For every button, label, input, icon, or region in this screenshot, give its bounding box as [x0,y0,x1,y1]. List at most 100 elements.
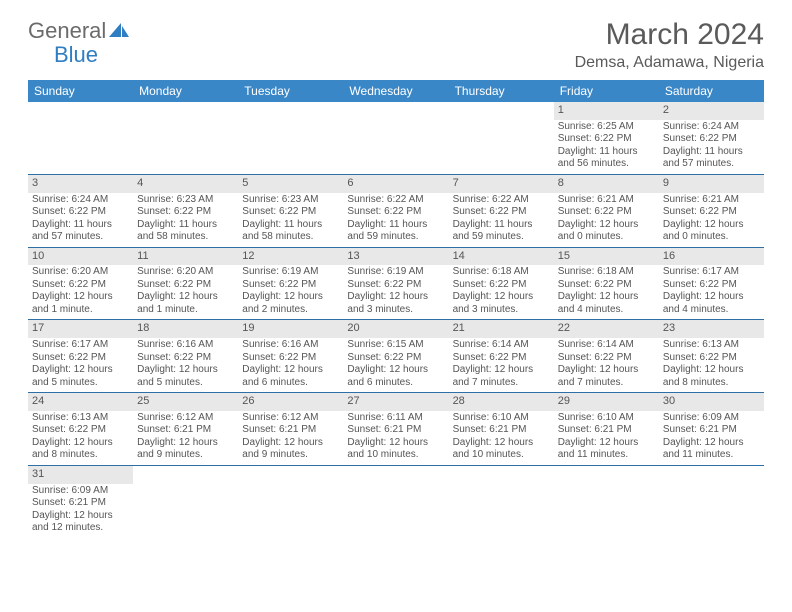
day-cell [343,465,448,537]
day-body: Sunrise: 6:13 AMSunset: 6:22 PMDaylight:… [28,411,133,465]
sunset-text: Sunset: 6:22 PM [347,352,444,365]
day-cell [659,465,764,537]
sunset-text: Sunset: 6:22 PM [347,279,444,292]
sunset-text: Sunset: 6:22 PM [453,206,550,219]
sunset-text: Sunset: 6:22 PM [453,352,550,365]
weekday-header: Saturday [659,80,764,102]
daylight-text: Daylight: 12 hours and 4 minutes. [663,291,760,316]
daylight-text: Daylight: 12 hours and 9 minutes. [137,437,234,462]
day-body: Sunrise: 6:25 AMSunset: 6:22 PMDaylight:… [554,120,659,174]
day-cell [133,465,238,537]
sunset-text: Sunset: 6:22 PM [137,279,234,292]
day-number: 24 [28,393,133,411]
day-cell: 19Sunrise: 6:16 AMSunset: 6:22 PMDayligh… [238,320,343,393]
daylight-text: Daylight: 12 hours and 9 minutes. [242,437,339,462]
daylight-text: Daylight: 12 hours and 1 minute. [137,291,234,316]
day-cell: 14Sunrise: 6:18 AMSunset: 6:22 PMDayligh… [449,247,554,320]
logo-text-1: General [28,18,106,44]
weekday-header: Monday [133,80,238,102]
sunrise-text: Sunrise: 6:13 AM [663,339,760,352]
sunrise-text: Sunrise: 6:22 AM [453,194,550,207]
day-body: Sunrise: 6:09 AMSunset: 6:21 PMDaylight:… [28,484,133,538]
day-body: Sunrise: 6:19 AMSunset: 6:22 PMDaylight:… [238,265,343,319]
logo-text-2: Blue [54,42,98,68]
day-cell: 24Sunrise: 6:13 AMSunset: 6:22 PMDayligh… [28,393,133,466]
day-number: 4 [133,175,238,193]
daylight-text: Daylight: 12 hours and 8 minutes. [32,437,129,462]
sunset-text: Sunset: 6:22 PM [558,352,655,365]
sunset-text: Sunset: 6:22 PM [32,352,129,365]
sunset-text: Sunset: 6:22 PM [453,279,550,292]
sunset-text: Sunset: 6:22 PM [242,206,339,219]
sail-icon [108,22,130,38]
sunset-text: Sunset: 6:22 PM [558,133,655,146]
daylight-text: Daylight: 12 hours and 11 minutes. [558,437,655,462]
sunrise-text: Sunrise: 6:12 AM [137,412,234,425]
day-number: 20 [343,320,448,338]
daylight-text: Daylight: 11 hours and 57 minutes. [32,219,129,244]
day-number: 1 [554,102,659,120]
week-row: 1Sunrise: 6:25 AMSunset: 6:22 PMDaylight… [28,102,764,174]
day-cell: 29Sunrise: 6:10 AMSunset: 6:21 PMDayligh… [554,393,659,466]
day-body: Sunrise: 6:09 AMSunset: 6:21 PMDaylight:… [659,411,764,465]
sunrise-text: Sunrise: 6:09 AM [32,485,129,498]
daylight-text: Daylight: 12 hours and 0 minutes. [558,219,655,244]
sunset-text: Sunset: 6:21 PM [558,424,655,437]
day-cell [238,102,343,174]
day-body: Sunrise: 6:23 AMSunset: 6:22 PMDaylight:… [133,193,238,247]
calendar-table: Sunday Monday Tuesday Wednesday Thursday… [28,80,764,538]
day-cell: 1Sunrise: 6:25 AMSunset: 6:22 PMDaylight… [554,102,659,174]
sunset-text: Sunset: 6:22 PM [137,352,234,365]
sunrise-text: Sunrise: 6:16 AM [242,339,339,352]
day-body: Sunrise: 6:14 AMSunset: 6:22 PMDaylight:… [449,338,554,392]
day-cell: 30Sunrise: 6:09 AMSunset: 6:21 PMDayligh… [659,393,764,466]
daylight-text: Daylight: 11 hours and 58 minutes. [137,219,234,244]
sunrise-text: Sunrise: 6:13 AM [32,412,129,425]
day-number: 23 [659,320,764,338]
daylight-text: Daylight: 12 hours and 11 minutes. [663,437,760,462]
day-cell: 2Sunrise: 6:24 AMSunset: 6:22 PMDaylight… [659,102,764,174]
sunrise-text: Sunrise: 6:20 AM [137,266,234,279]
day-number: 6 [343,175,448,193]
sunset-text: Sunset: 6:22 PM [663,279,760,292]
day-cell: 7Sunrise: 6:22 AMSunset: 6:22 PMDaylight… [449,174,554,247]
day-body: Sunrise: 6:10 AMSunset: 6:21 PMDaylight:… [449,411,554,465]
weekday-header: Friday [554,80,659,102]
sunrise-text: Sunrise: 6:10 AM [558,412,655,425]
sunrise-text: Sunrise: 6:24 AM [32,194,129,207]
day-cell: 23Sunrise: 6:13 AMSunset: 6:22 PMDayligh… [659,320,764,393]
day-body: Sunrise: 6:14 AMSunset: 6:22 PMDaylight:… [554,338,659,392]
week-row: 3Sunrise: 6:24 AMSunset: 6:22 PMDaylight… [28,174,764,247]
daylight-text: Daylight: 12 hours and 1 minute. [32,291,129,316]
day-body: Sunrise: 6:17 AMSunset: 6:22 PMDaylight:… [28,338,133,392]
day-body: Sunrise: 6:12 AMSunset: 6:21 PMDaylight:… [133,411,238,465]
day-cell: 3Sunrise: 6:24 AMSunset: 6:22 PMDaylight… [28,174,133,247]
day-body: Sunrise: 6:15 AMSunset: 6:22 PMDaylight:… [343,338,448,392]
weekday-header: Sunday [28,80,133,102]
sunrise-text: Sunrise: 6:19 AM [347,266,444,279]
weekday-header-row: Sunday Monday Tuesday Wednesday Thursday… [28,80,764,102]
day-cell [449,102,554,174]
day-cell: 12Sunrise: 6:19 AMSunset: 6:22 PMDayligh… [238,247,343,320]
sunset-text: Sunset: 6:22 PM [32,424,129,437]
weekday-header: Thursday [449,80,554,102]
day-number: 25 [133,393,238,411]
day-number: 22 [554,320,659,338]
sunrise-text: Sunrise: 6:15 AM [347,339,444,352]
daylight-text: Daylight: 12 hours and 6 minutes. [242,364,339,389]
week-row: 10Sunrise: 6:20 AMSunset: 6:22 PMDayligh… [28,247,764,320]
day-number: 10 [28,248,133,266]
day-cell: 17Sunrise: 6:17 AMSunset: 6:22 PMDayligh… [28,320,133,393]
daylight-text: Daylight: 12 hours and 3 minutes. [453,291,550,316]
day-cell [238,465,343,537]
day-body: Sunrise: 6:22 AMSunset: 6:22 PMDaylight:… [449,193,554,247]
day-cell: 8Sunrise: 6:21 AMSunset: 6:22 PMDaylight… [554,174,659,247]
sunrise-text: Sunrise: 6:10 AM [453,412,550,425]
sunset-text: Sunset: 6:22 PM [242,279,339,292]
day-cell: 4Sunrise: 6:23 AMSunset: 6:22 PMDaylight… [133,174,238,247]
day-cell: 15Sunrise: 6:18 AMSunset: 6:22 PMDayligh… [554,247,659,320]
daylight-text: Daylight: 11 hours and 58 minutes. [242,219,339,244]
sunset-text: Sunset: 6:22 PM [137,206,234,219]
sunrise-text: Sunrise: 6:18 AM [558,266,655,279]
sunset-text: Sunset: 6:21 PM [347,424,444,437]
